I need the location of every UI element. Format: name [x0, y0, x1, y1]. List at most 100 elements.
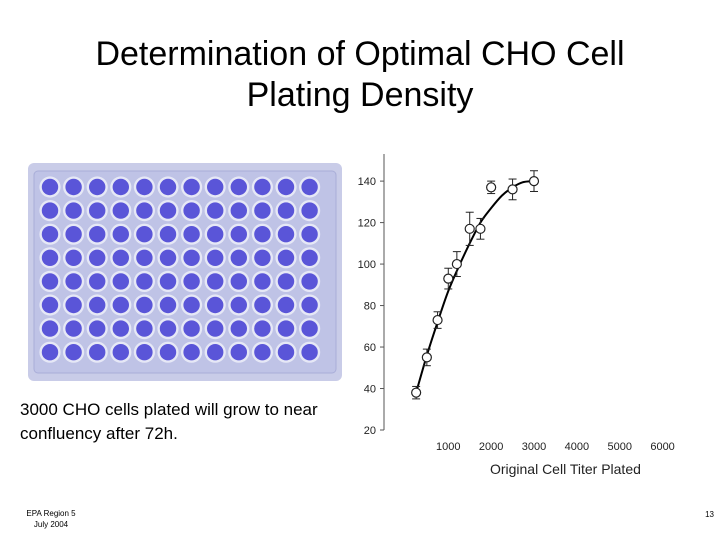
- x-tick-label: 4000: [565, 441, 589, 453]
- y-tick-label: 80: [364, 301, 376, 313]
- well: [207, 226, 224, 243]
- well: [89, 273, 106, 290]
- slide-number: 13: [705, 510, 714, 519]
- data-points: [411, 170, 540, 400]
- well: [230, 226, 247, 243]
- well: [183, 273, 200, 290]
- well: [254, 296, 271, 314]
- well: [89, 249, 106, 266]
- well: [254, 178, 271, 196]
- well: [136, 178, 153, 196]
- point-marker: [528, 176, 540, 187]
- footer-organization: EPA Region 5: [26, 509, 76, 518]
- well: [301, 344, 318, 361]
- well: [65, 273, 82, 290]
- well: [301, 273, 318, 290]
- well: [112, 273, 129, 290]
- well: [207, 202, 224, 219]
- well: [65, 178, 82, 196]
- well: [254, 320, 271, 337]
- point-marker: [421, 352, 432, 363]
- well: [65, 249, 82, 266]
- well: [183, 344, 200, 361]
- y-tick-label: 40: [364, 384, 376, 396]
- well: [89, 296, 106, 314]
- well: [159, 202, 177, 219]
- well: [301, 320, 318, 337]
- well: [207, 344, 224, 361]
- well: [159, 296, 177, 314]
- well: [112, 296, 129, 314]
- well: [89, 178, 106, 196]
- point-marker: [443, 273, 454, 284]
- well: [183, 202, 200, 219]
- well: [89, 344, 106, 361]
- well: [65, 344, 82, 361]
- well: [277, 296, 295, 314]
- well: [136, 344, 153, 361]
- well: [159, 178, 177, 196]
- well: [41, 296, 59, 314]
- well: [136, 273, 153, 290]
- footer-source: EPA Region 5 July 2004: [20, 508, 82, 530]
- well: [301, 296, 318, 314]
- well: [41, 202, 59, 219]
- well: [277, 178, 295, 196]
- well: [41, 320, 59, 337]
- y-tick-label: 140: [358, 176, 376, 188]
- x-axis: 1000 2000 3000 4000 5000 6000: [436, 441, 675, 453]
- well: [159, 320, 177, 337]
- x-tick-label: 1000: [436, 441, 460, 453]
- slide-title: Determination of Optimal CHO Cell Platin…: [95, 35, 625, 114]
- well: [65, 226, 82, 243]
- well: [254, 226, 271, 243]
- well: [277, 202, 295, 219]
- y-tick-label: 60: [364, 342, 376, 354]
- well: [65, 320, 82, 337]
- well: [277, 249, 295, 266]
- point-marker: [464, 223, 475, 234]
- point-marker: [486, 182, 497, 193]
- well: [183, 320, 200, 337]
- point-marker: [507, 184, 518, 195]
- x-tick-label: 6000: [650, 441, 674, 453]
- x-tick-label: 5000: [607, 441, 631, 453]
- well: [277, 273, 295, 290]
- well: [65, 202, 82, 219]
- well: [41, 178, 59, 196]
- well: [230, 202, 247, 219]
- well: [207, 178, 224, 196]
- well: [89, 320, 106, 337]
- well: [254, 344, 271, 361]
- well: [207, 296, 224, 314]
- x-axis-label: Original Cell Titer Plated: [490, 461, 641, 477]
- well: [230, 320, 247, 337]
- data-point: [486, 180, 497, 195]
- well: [183, 249, 200, 266]
- point-marker: [451, 258, 462, 270]
- well: [136, 202, 153, 219]
- well: [301, 249, 318, 266]
- point-marker: [432, 314, 443, 326]
- well: [159, 249, 177, 266]
- well: [159, 226, 177, 243]
- well: [183, 226, 200, 243]
- well: [301, 178, 318, 196]
- well: [136, 320, 153, 337]
- well: [136, 226, 153, 243]
- well: [230, 296, 247, 314]
- well: [89, 226, 106, 243]
- data-point: [475, 217, 486, 240]
- well: [207, 249, 224, 266]
- data-point: [443, 267, 454, 290]
- well: [277, 344, 295, 361]
- well: [159, 273, 177, 290]
- data-point: [421, 348, 432, 367]
- well: [230, 344, 247, 361]
- data-point: [464, 211, 475, 246]
- footer-date: July 2004: [33, 520, 69, 529]
- well: [230, 249, 247, 266]
- data-point: [451, 251, 462, 278]
- well: [41, 249, 59, 266]
- well: [183, 178, 200, 196]
